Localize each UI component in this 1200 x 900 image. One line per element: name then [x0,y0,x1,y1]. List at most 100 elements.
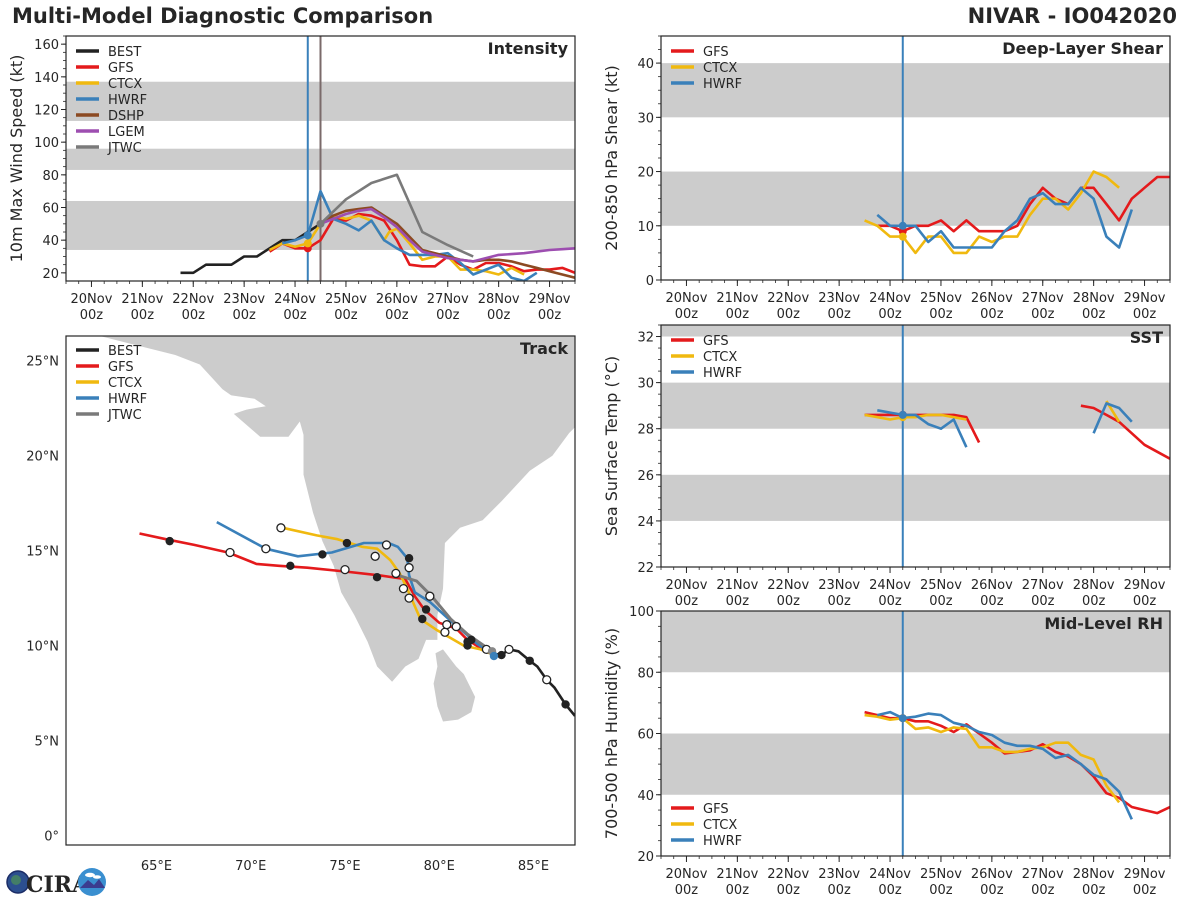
track-line-best [491,648,575,717]
x-tick-label: 25Nov [920,867,962,882]
y-axis-label: 700-500 hPa Humidity (%) [602,628,621,839]
legend-label-gfs: GFS [703,334,729,349]
x-tick-label: 00z [777,307,801,322]
legend-label-hwrf: HWRF [108,93,147,108]
y-tick-label: 26 [637,469,654,484]
lat-tick-label: 25°N [26,355,59,370]
series-line-gfs [1080,404,1170,460]
storm-id: NIVAR - IO042020 [967,4,1177,28]
lat-tick-label: 0° [44,830,59,845]
legend-label-ctcx: CTCX [703,61,737,76]
x-tick-label: 00z [777,594,801,609]
page-title: Multi-Model Diagnostic Comparison [12,4,434,28]
x-tick-label: 29Nov [529,292,571,307]
x-tick-label: 29Nov [1124,867,1166,882]
y-axis-label: 200-850 hPa Shear (kt) [602,65,621,251]
track-marker-open [398,583,409,594]
x-tick-label: 00z [487,308,511,323]
y-tick-label: 80 [42,169,59,184]
track-map: 65°E 70°E 75°E 80°E 85°E 0° 5°N 10°N 15°N 20°N 25°… [26,335,576,874]
x-tick-label: 00z [385,308,409,323]
legend-label-ctcx: CTCX [703,350,737,365]
y-axis-label: 10m Max Wind Speed (kt) [7,55,26,263]
y-tick-label: 140 [34,71,59,86]
x-tick-label: 27Nov [427,292,469,307]
x-tick-label: 00z [878,594,902,609]
y-tick-label: 22 [637,561,654,576]
x-tick-label: 22Nov [767,867,809,882]
x-tick-label: 00z [436,308,460,323]
track-marker-open [276,523,286,533]
y-tick-label: 120 [34,104,59,119]
lon-tick-label: 80°E [424,859,455,874]
legend-label-hwrf: HWRF [703,366,742,381]
x-tick-label: 21Nov [716,291,758,306]
y-tick-label: 160 [34,38,59,53]
x-tick-label: 26Nov [376,292,418,307]
track-marker-current [489,651,499,661]
legend-label-jtwc: JTWC [107,141,142,156]
y-tick-label: 40 [42,234,59,249]
x-tick-label: 28Nov [1073,867,1115,882]
legend-label-gfs: GFS [108,360,134,375]
x-tick-label: 00z [726,307,750,322]
land-sri-lanka [433,649,476,722]
panel-title: Deep-Layer Shear [1002,39,1163,58]
series-line-hwrf [877,710,1133,820]
track-marker-open [425,591,435,601]
x-tick-label: 27Nov [1022,867,1064,882]
track-marker-filled [561,700,570,709]
marker-ctcx [898,232,907,241]
x-tick-label: 00z [675,594,699,609]
legend-label-ctcx: CTCX [703,818,737,833]
x-tick-label: 00z [929,307,953,322]
x-tick-label: 00z [1133,883,1157,898]
x-tick-label: 20Nov [665,867,707,882]
y-tick-label: 80 [637,666,654,681]
series-line-hwrf [1092,402,1133,434]
x-tick-label: 00z [827,594,851,609]
map-frame [65,335,576,846]
track-marker-open [451,621,461,632]
legend-label-hwrf: HWRF [703,77,742,92]
y-tick-label: 30 [637,377,654,392]
series-line-hwrf [876,186,1134,249]
track-marker-open [404,563,414,573]
shear-plot: 01020304020Nov00z21Nov00z22Nov00z23Nov00… [602,35,1171,322]
track-marker-open [504,644,514,655]
marker-hwrf [898,714,907,723]
track-marker-open [225,547,235,558]
y-tick-label: 20 [42,267,59,282]
land-india [99,336,575,682]
x-tick-label: 21Nov [716,578,758,593]
track-marker-open [370,551,380,561]
panel-title: Track [520,339,568,358]
intensity-chart: 2040608010012014016020Nov00z21Nov00z22No… [7,35,576,323]
x-tick-label: 26Nov [971,578,1013,593]
x-tick-label: 00z [334,308,358,323]
y-tick-label: 28 [637,423,654,438]
x-tick-label: 00z [827,883,851,898]
legend-label-best: BEST [108,45,141,60]
gulf-of-kutch [228,394,266,411]
x-tick-label: 27Nov [1022,291,1064,306]
lon-tick-label: 70°E [235,859,266,874]
y-tick-label: 24 [637,515,654,530]
track-marker-open [261,544,271,554]
legend-label-ctcx: CTCX [108,376,142,391]
x-tick-label: 00z [1082,594,1106,609]
panel-title: Mid-Level RH [1044,614,1163,633]
marker-jtwc [316,219,325,228]
series-line-hwrf [877,409,968,448]
track-marker-filled [421,605,431,614]
x-tick-label: 23Nov [818,291,860,306]
lat-tick-label: 20°N [26,450,59,465]
x-tick-label: 22Nov [767,291,809,306]
series-line-ctcx [864,170,1120,255]
track-marker-filled [525,656,534,665]
series-line-gfs [268,212,575,275]
legend-label-gfs: GFS [703,45,729,60]
shaded-band [661,325,1170,337]
x-tick-label: 22Nov [172,292,214,307]
x-tick-label: 26Nov [971,867,1013,882]
